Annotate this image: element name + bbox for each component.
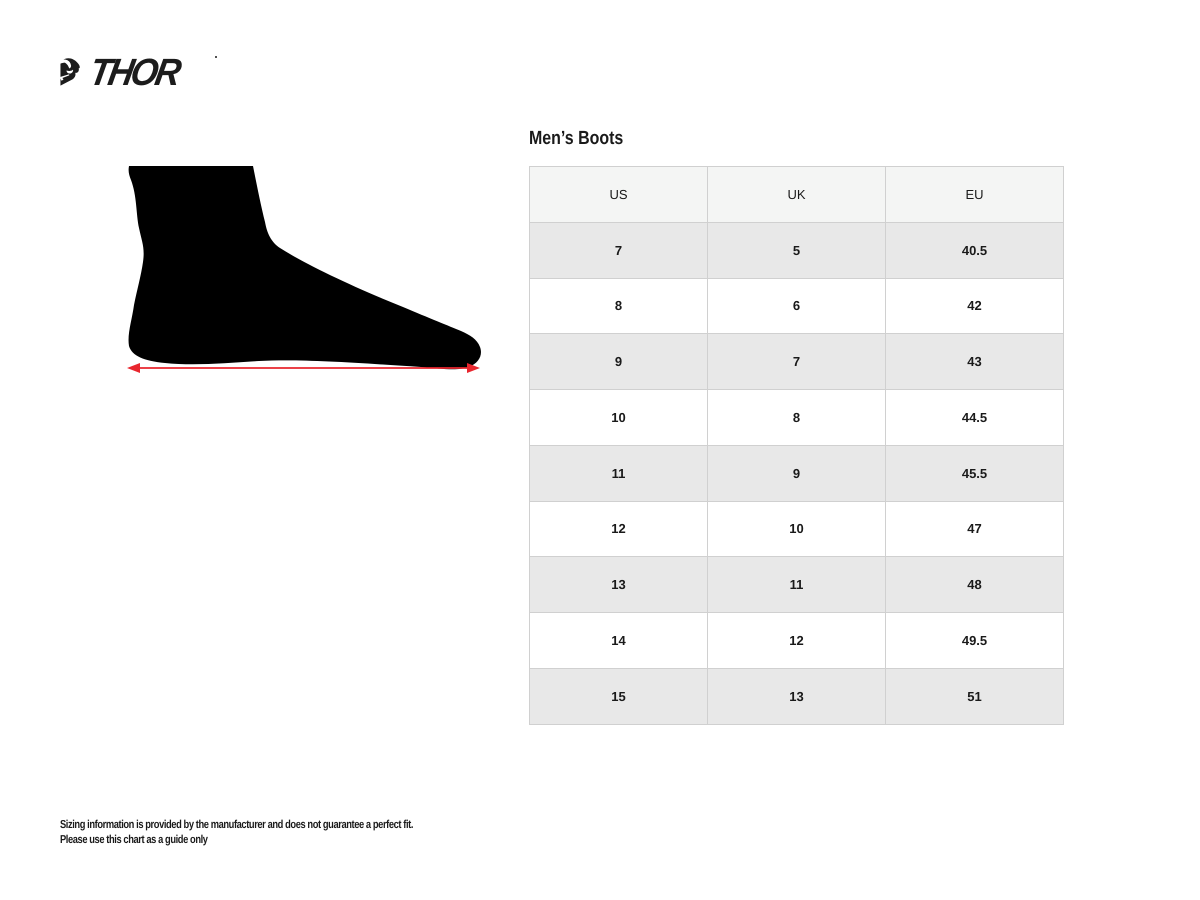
svg-text:THOR: THOR xyxy=(86,52,185,94)
